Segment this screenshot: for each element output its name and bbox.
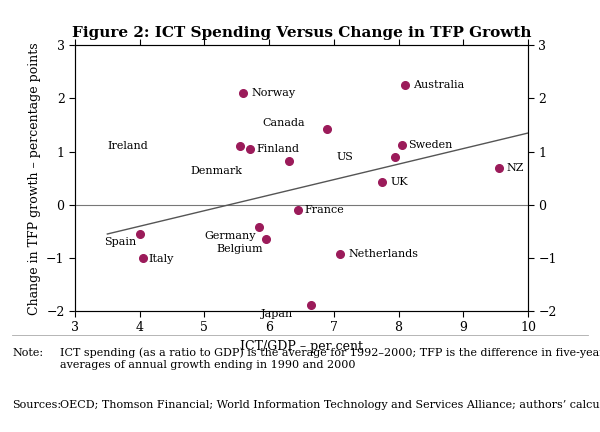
Text: US: US — [337, 152, 353, 162]
Text: NZ: NZ — [506, 162, 524, 172]
Text: Finland: Finland — [256, 144, 299, 154]
Text: France: France — [305, 205, 344, 215]
Text: ICT spending (as a ratio to GDP) is the average for 1992–2000; TFP is the differ: ICT spending (as a ratio to GDP) is the … — [60, 348, 600, 370]
Text: Belgium: Belgium — [216, 244, 263, 254]
Text: Netherlands: Netherlands — [348, 249, 418, 259]
Text: OECD; Thomson Financial; World Information Technology and Services Alliance; aut: OECD; Thomson Financial; World Informati… — [60, 400, 600, 410]
Text: Norway: Norway — [251, 88, 295, 98]
Text: Sources:: Sources: — [12, 400, 61, 410]
Text: Japan: Japan — [261, 309, 293, 319]
Title: Figure 2: ICT Spending Versus Change in TFP Growth: Figure 2: ICT Spending Versus Change in … — [72, 26, 531, 40]
Text: Canada: Canada — [262, 118, 305, 128]
Text: Australia: Australia — [413, 80, 464, 90]
X-axis label: ICT/GDP – per cent: ICT/GDP – per cent — [240, 340, 363, 353]
Y-axis label: Change in TFP growth – percentage points: Change in TFP growth – percentage points — [28, 42, 41, 314]
Text: Italy: Italy — [148, 254, 173, 264]
Text: Denmark: Denmark — [190, 166, 242, 176]
Text: Germany: Germany — [205, 231, 256, 241]
Text: UK: UK — [390, 178, 408, 187]
Text: Ireland: Ireland — [107, 141, 148, 151]
Text: Sweden: Sweden — [408, 140, 452, 150]
Text: Spain: Spain — [104, 237, 136, 247]
Text: Note:: Note: — [12, 348, 43, 358]
